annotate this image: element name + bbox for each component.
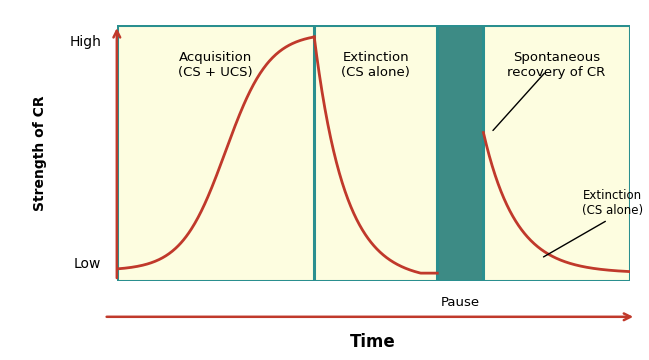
Text: Acquisition
(CS + UCS): Acquisition (CS + UCS) bbox=[178, 51, 253, 79]
Text: Pause: Pause bbox=[441, 296, 480, 309]
Text: Extinction
(CS alone): Extinction (CS alone) bbox=[582, 189, 643, 217]
Bar bbox=[484, 25, 630, 281]
Text: High: High bbox=[69, 35, 101, 49]
Text: Low: Low bbox=[74, 257, 101, 271]
Text: Spontaneous
recovery of CR: Spontaneous recovery of CR bbox=[508, 51, 606, 79]
Text: Strength of CR: Strength of CR bbox=[33, 95, 47, 211]
Text: Time: Time bbox=[350, 333, 396, 351]
Text: Extinction
(CS alone): Extinction (CS alone) bbox=[341, 51, 410, 79]
Bar bbox=[437, 25, 484, 281]
Bar bbox=[314, 25, 437, 281]
Bar bbox=[117, 25, 314, 281]
